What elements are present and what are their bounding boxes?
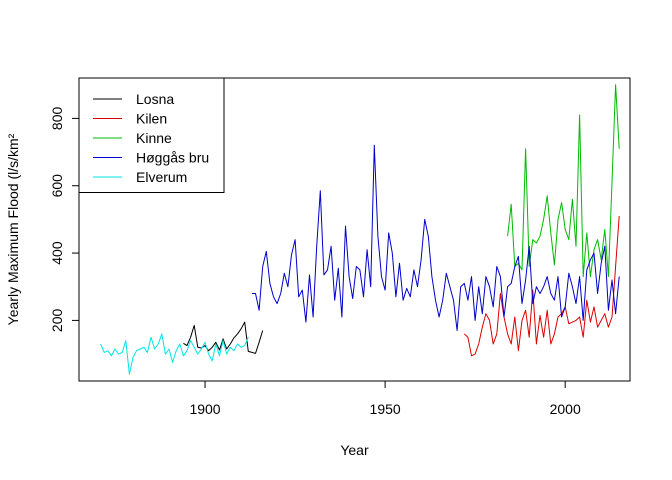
series-layer (100, 84, 620, 375)
series-line-4 (100, 333, 249, 375)
x-axis-label: Year (340, 442, 369, 458)
legend-label-2: Kinne (136, 130, 172, 146)
series-line-2 (507, 84, 620, 278)
axes-layer: 1900 1950 2000 200 400 600 800 (49, 107, 581, 417)
y-tick-label-800: 800 (49, 107, 65, 131)
legend-label-4: Elverum (136, 169, 187, 185)
y-axis-label: Yearly Maximum Flood (l/s/km² (5, 133, 21, 325)
legend: Losna Kilen Kinne Høggås bru Elverum (78, 77, 225, 193)
series-line-0 (183, 321, 264, 354)
legend-label-1: Kilen (136, 111, 167, 127)
legend-label-3: Høggås bru (136, 150, 209, 166)
x-tick-label-2000: 2000 (550, 401, 581, 417)
y-tick-label-600: 600 (49, 174, 65, 198)
y-tick-label-400: 400 (49, 241, 65, 265)
y-tick-label-200: 200 (49, 309, 65, 333)
legend-box (78, 77, 225, 193)
series-line-3 (251, 144, 620, 331)
x-tick-label-1900: 1900 (189, 401, 220, 417)
x-tick-label-1950: 1950 (370, 401, 401, 417)
legend-label-0: Losna (136, 91, 174, 107)
series-line-1 (463, 215, 620, 357)
